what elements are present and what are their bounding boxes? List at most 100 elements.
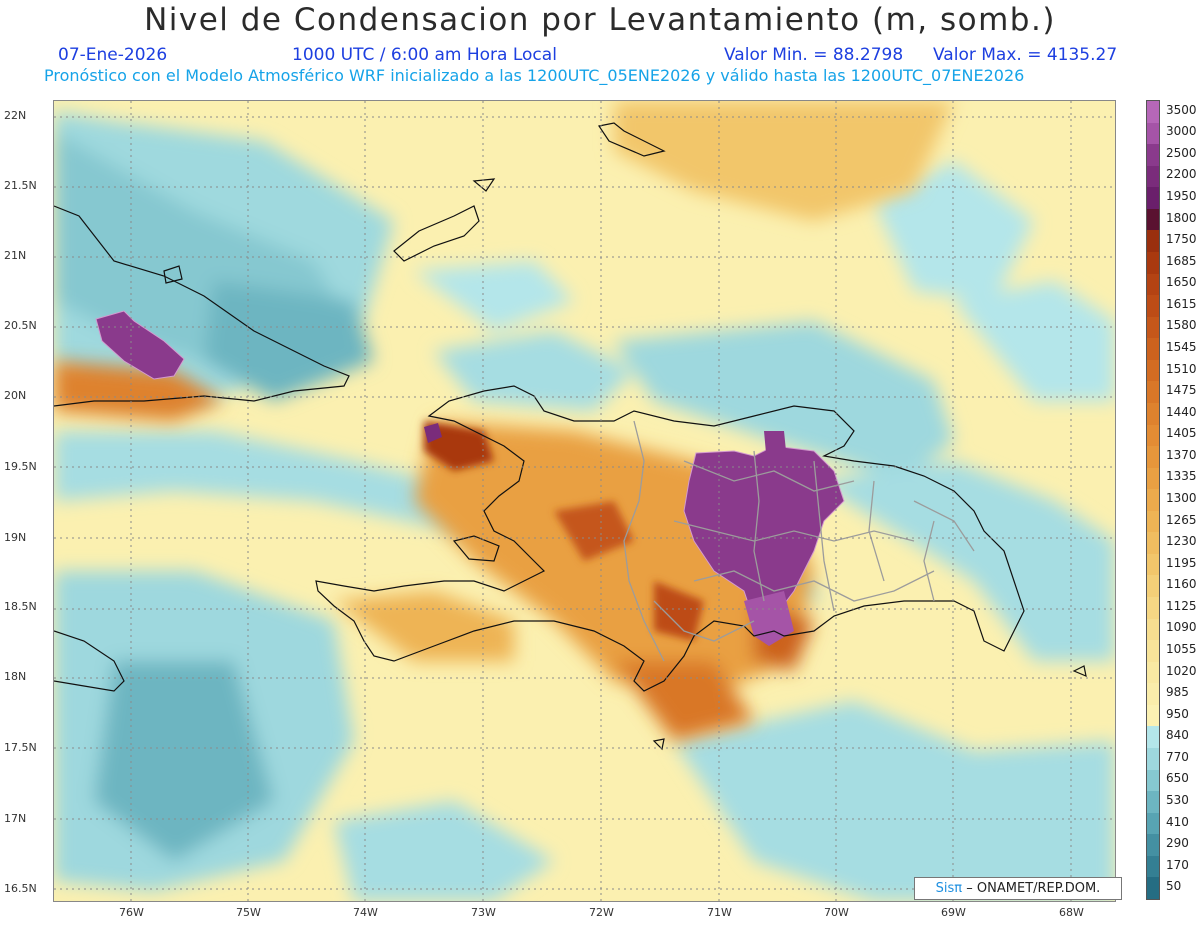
legend-label: 2200 [1166, 167, 1197, 182]
legend-swatch [1147, 295, 1159, 318]
legend-label: 1950 [1166, 189, 1197, 204]
legend-label: 1090 [1166, 620, 1197, 635]
legend-swatch [1147, 424, 1159, 447]
graticule [54, 101, 1115, 901]
legend-label: 1370 [1166, 447, 1197, 462]
lat-tick: 22N [4, 109, 27, 122]
chart-title: Nivel de Condensacion por Levantamiento … [144, 2, 1056, 38]
purple-regions [95, 310, 845, 646]
lat-tick: 20.5N [4, 319, 37, 332]
legend-swatch [1147, 489, 1159, 512]
legend-label: 1650 [1166, 275, 1197, 290]
legend-swatch [1147, 877, 1159, 900]
legend-label: 1020 [1166, 663, 1197, 678]
legend-swatch [1147, 165, 1159, 188]
lat-tick: 18N [4, 670, 27, 683]
legend-swatch [1147, 251, 1159, 275]
legend-label: 1195 [1166, 555, 1197, 570]
legend-label: 3000 [1166, 124, 1197, 139]
legend-label: 1545 [1166, 340, 1197, 355]
credit-org: – ONAMET/REP.DOM. [966, 881, 1101, 896]
legend-swatch [1147, 618, 1159, 641]
legend-label: 1265 [1166, 512, 1197, 527]
province-borders [623, 420, 975, 662]
lon-tick: 73W [471, 906, 496, 919]
legend-label: 50 [1166, 879, 1182, 894]
lcl-shaded-map [54, 101, 1115, 901]
lat-tick: 21.5N [4, 179, 37, 192]
legend-swatch [1147, 748, 1159, 771]
legend-label: 2500 [1166, 145, 1197, 160]
lon-tick: 69W [941, 906, 966, 919]
legend-label: 170 [1166, 857, 1189, 872]
legend-label: 410 [1166, 814, 1189, 829]
credit-box: Sisπ – ONAMET/REP.DOM. [914, 877, 1122, 900]
color-legend-bar [1146, 100, 1160, 900]
lon-tick: 75W [236, 906, 261, 919]
legend-swatch [1147, 726, 1159, 749]
lon-tick: 71W [707, 906, 732, 919]
legend-swatch [1147, 122, 1159, 145]
legend-label: 1685 [1166, 253, 1197, 268]
lon-tick: 70W [824, 906, 849, 919]
legend-label: 650 [1166, 771, 1189, 786]
legend-label: 840 [1166, 728, 1189, 743]
max-value-label: Valor Max. = 4135.27 [933, 45, 1118, 65]
legend-swatch [1147, 446, 1159, 469]
min-value-label: Valor Min. = 88.2798 [724, 45, 904, 65]
map-panel [53, 100, 1116, 902]
legend-swatch [1147, 273, 1159, 296]
lon-tick: 74W [353, 906, 378, 919]
legend-label: 1230 [1166, 534, 1197, 549]
legend-swatch [1147, 144, 1159, 167]
dark-brown-spots [424, 421, 704, 641]
legend-label: 1300 [1166, 491, 1197, 505]
legend-swatch [1147, 381, 1159, 404]
legend-label: 1335 [1166, 469, 1197, 484]
forecast-info: Pronóstico con el Modelo Atmosférico WRF… [44, 66, 1025, 85]
legend-swatch [1147, 187, 1159, 210]
legend-label: 1125 [1166, 598, 1197, 613]
legend-swatch [1147, 208, 1159, 231]
legend-label: 1055 [1166, 641, 1197, 656]
legend-label: 1615 [1166, 296, 1197, 311]
sispi-logo: Sisπ [935, 881, 963, 896]
legend-swatch [1147, 855, 1159, 878]
legend-swatch [1147, 467, 1159, 490]
legend-label: 985 [1166, 685, 1189, 700]
lon-tick: 68W [1059, 906, 1084, 919]
legend-swatch [1147, 704, 1159, 727]
legend-swatch [1147, 359, 1159, 382]
lat-tick: 21N [4, 249, 27, 262]
legend-swatch [1147, 553, 1159, 576]
lat-tick: 19N [4, 531, 27, 544]
legend-swatch [1147, 316, 1159, 339]
legend-label: 3500 [1166, 102, 1197, 117]
lat-tick: 18.5N [4, 600, 37, 613]
legend-swatch [1147, 402, 1159, 425]
lon-tick: 76W [119, 906, 144, 919]
legend-swatch [1147, 510, 1159, 533]
legend-label: 770 [1166, 749, 1189, 764]
legend-label: 530 [1166, 792, 1189, 807]
legend-label: 1510 [1166, 361, 1197, 376]
legend-swatch [1147, 812, 1159, 835]
lat-tick: 17.5N [4, 741, 37, 754]
lat-tick: 20N [4, 389, 27, 402]
lat-tick: 19.5N [4, 460, 37, 473]
legend-swatch [1147, 791, 1159, 814]
legend-label: 290 [1166, 836, 1189, 851]
legend-label: 950 [1166, 706, 1189, 721]
lat-tick: 17N [4, 812, 27, 825]
legend-swatch [1147, 597, 1159, 620]
lat-tick: 16.5N [4, 882, 37, 895]
legend-label: 1750 [1166, 232, 1197, 247]
lon-tick: 72W [589, 906, 614, 919]
legend-swatch [1147, 834, 1159, 857]
legend-label: 1800 [1166, 210, 1197, 225]
legend-swatch [1147, 640, 1159, 663]
legend-swatch [1147, 661, 1159, 684]
legend-label: 1475 [1166, 383, 1197, 398]
time-label: 1000 UTC / 6:00 am Hora Local [292, 45, 557, 65]
legend-swatch [1147, 338, 1159, 361]
